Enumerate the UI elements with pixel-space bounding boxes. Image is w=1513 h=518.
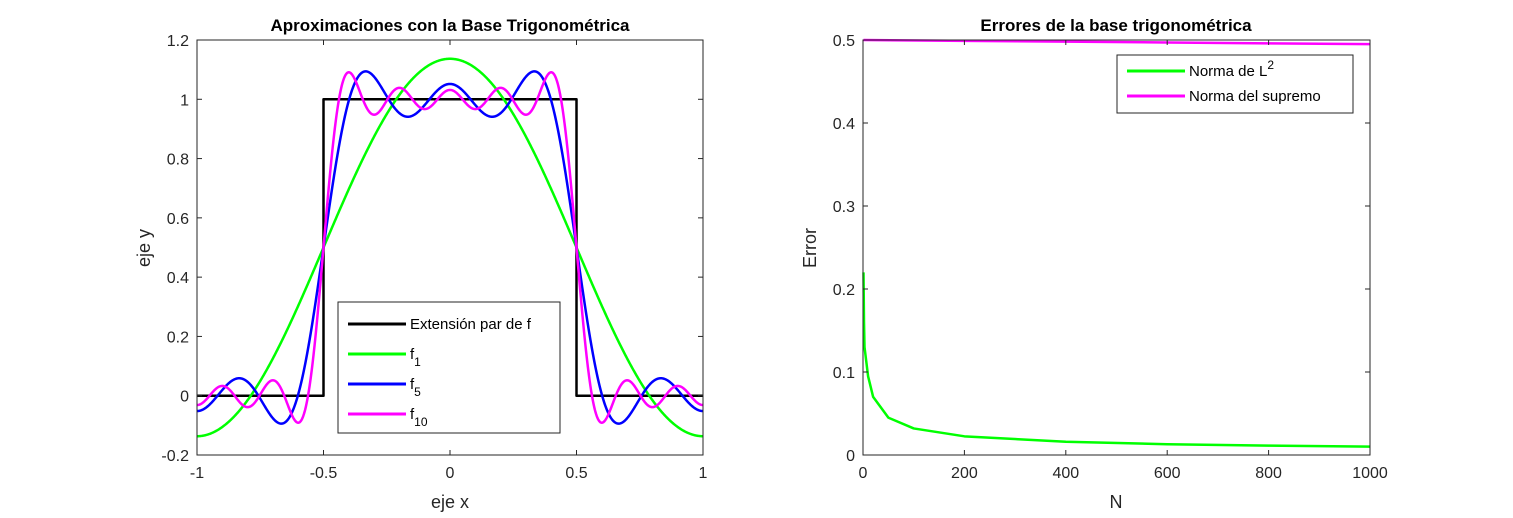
y-tick-label: 1	[180, 92, 189, 109]
legend: Norma de L2 Norma del supremo	[1116, 54, 1354, 114]
axes-box	[862, 39, 1371, 456]
x-axis-label: eje x	[431, 492, 469, 512]
legend-label: Extensión par de f	[410, 316, 532, 333]
legend-subscript: 5	[414, 385, 421, 399]
y-axis-label: Error	[800, 228, 820, 268]
y-tick-label: -0.2	[161, 448, 189, 465]
legend-item: Extensión par de f	[348, 316, 532, 333]
legend-label-main: Extensión par de f	[410, 316, 532, 333]
legend-box	[1116, 54, 1354, 114]
x-tick-label: 800	[1255, 465, 1282, 482]
y-tick-label: 0	[846, 448, 855, 465]
x-tick-label: -1	[190, 465, 204, 482]
legend-label: f1	[410, 346, 421, 369]
y-tick-label: 0.1	[833, 365, 855, 382]
y-tick-label: 0.4	[167, 270, 189, 287]
x-axis-label: N	[1110, 492, 1123, 512]
legend-label: f5	[410, 376, 421, 399]
x-tick-label: 400	[1052, 465, 1079, 482]
y-tick-label: 1.2	[167, 33, 189, 50]
legend-item: Norma del supremo	[1127, 88, 1321, 105]
series-line-2	[196, 57, 704, 438]
legend-label: Norma de L2	[1189, 58, 1274, 80]
x-tick-label: 1	[699, 465, 708, 482]
legend-item: f5	[348, 376, 421, 399]
y-axis-label: eje y	[134, 229, 154, 267]
legend-label-main: Norma de L	[1189, 63, 1267, 80]
x-tick-label: 200	[951, 465, 978, 482]
y-tick-label: 0.3	[833, 199, 855, 216]
series-line-4	[196, 71, 704, 424]
series-line-3	[196, 70, 704, 425]
x-tick-label: 1000	[1352, 465, 1388, 482]
y-tick-label: 0.2	[833, 282, 855, 299]
y-tick-label: 0.8	[167, 152, 189, 169]
legend-subscript: 10	[414, 415, 428, 429]
x-tick-label: 0	[446, 465, 455, 482]
legend-label-main: f	[410, 406, 415, 423]
x-tick-label: 600	[1154, 465, 1181, 482]
legend-label: f10	[410, 406, 428, 429]
legend-label: Norma del supremo	[1189, 88, 1321, 105]
legend-item: Norma de L2	[1127, 58, 1274, 80]
legend-subscript: 1	[414, 355, 421, 369]
chart-title: Errores de la base trigonométrica	[980, 16, 1252, 35]
left-axes: -1 -0.5 0 0.5 1 -0.2 0 0.2 0.4 0.6 0.8 1 1.2 Aproxim…	[134, 16, 708, 512]
y-tick-label: 0.5	[833, 33, 855, 50]
right-axes: 0 200 400 600 800 1000 0 0.1 0.2 0.3 0.4 0.5 Errore…	[800, 16, 1388, 512]
legend-label-main: f	[410, 346, 415, 363]
x-tick-label: 0	[859, 465, 868, 482]
y-tick-label: 0.6	[167, 211, 189, 228]
y-tick-label: 0	[180, 389, 189, 406]
legend-item: f1	[348, 346, 421, 369]
legend-label-main: f	[410, 376, 415, 393]
chart-title: Aproximaciones con la Base Trigonométric…	[270, 16, 630, 35]
legend-item: f10	[348, 406, 428, 429]
legend-label-main: Norma del supremo	[1189, 88, 1321, 105]
series-line-2	[863, 38, 1371, 46]
x-tick-label: 0.5	[565, 465, 587, 482]
legend-superscript: 2	[1267, 58, 1274, 72]
x-tick-label: -0.5	[310, 465, 338, 482]
series-line-1	[197, 98, 703, 397]
y-tick-label: 0.4	[833, 116, 855, 133]
series-line-1	[862, 272, 1371, 448]
y-tick-label: 0.2	[167, 329, 189, 346]
